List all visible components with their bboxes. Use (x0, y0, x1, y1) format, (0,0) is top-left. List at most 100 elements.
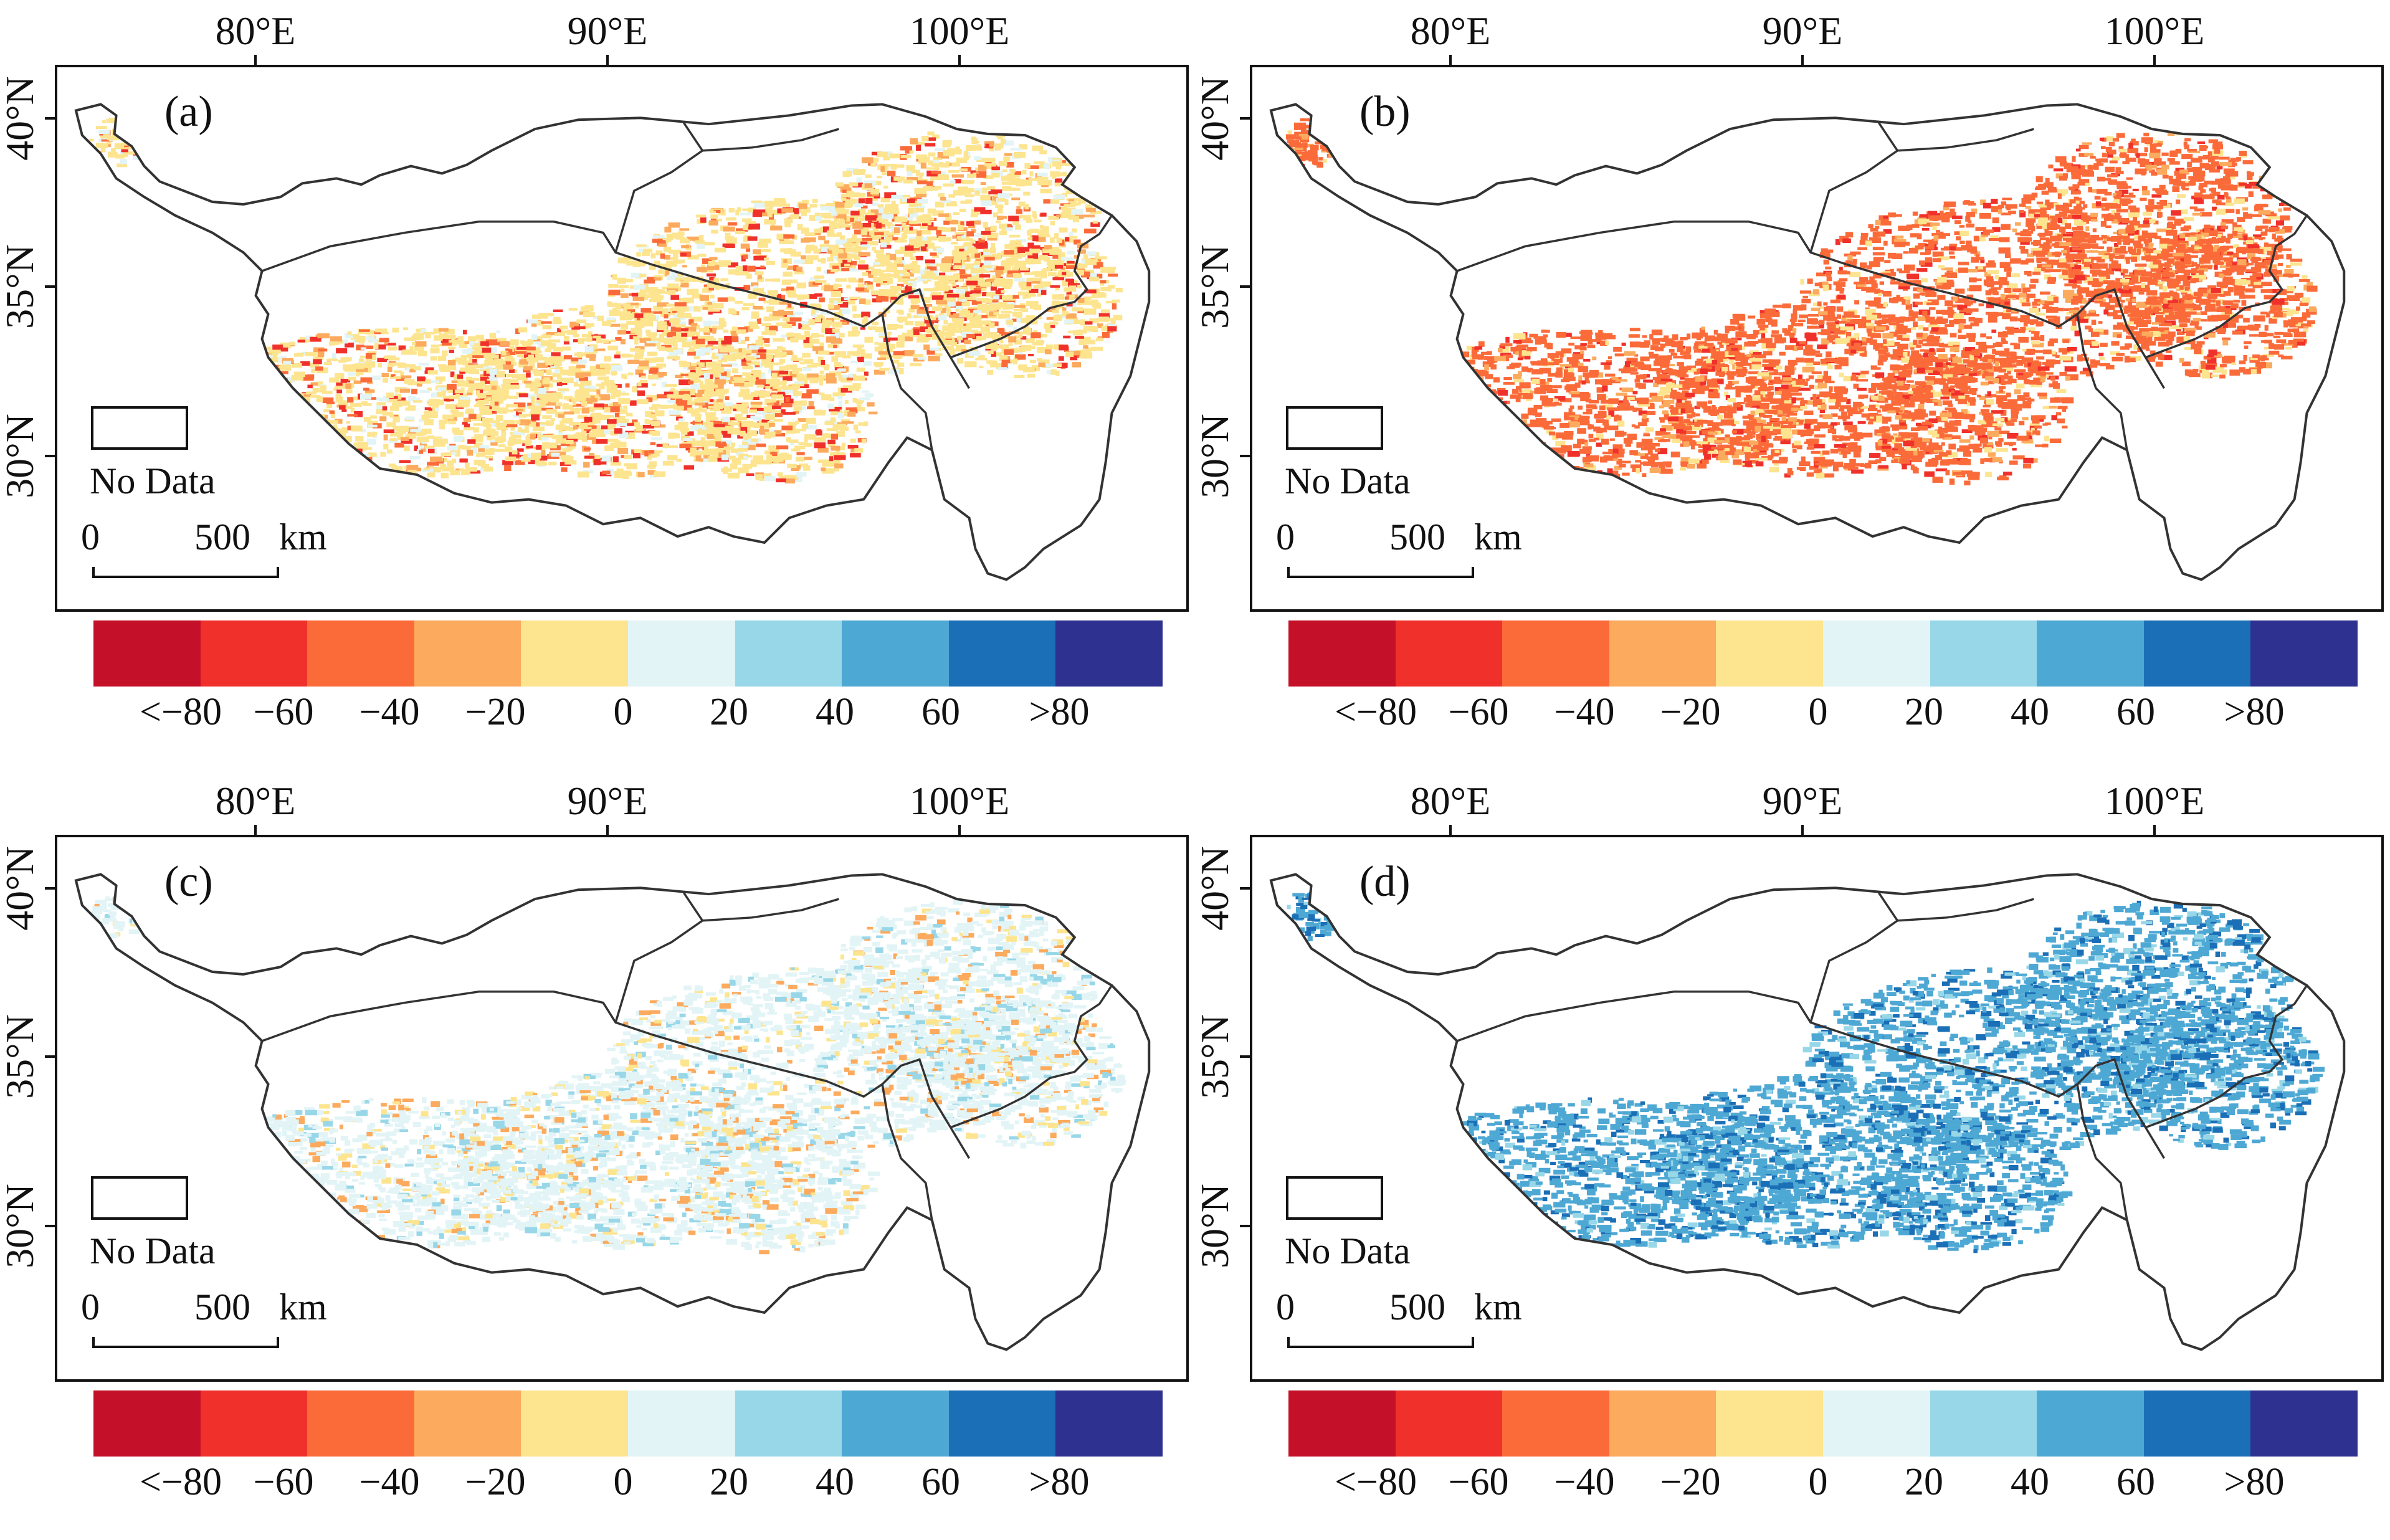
lon-tick-mark (254, 825, 257, 836)
scale-zero-label: 0 (1276, 516, 1295, 558)
colorbar-swatch (948, 620, 1056, 687)
lat-tick-label: 35°N (1193, 1014, 1237, 1099)
colorbar-label: −40 (1554, 691, 1615, 733)
colorbar-swatch (307, 620, 414, 687)
plateau-boundary (1269, 873, 2346, 1351)
colorbar-swatch (1502, 620, 1609, 687)
lat-tick-mark (45, 887, 56, 890)
lat-tick-label: 40°N (1193, 76, 1237, 161)
map-panel-c: 80°E 90°E 100°E 40°N 35°N 30°N (c) No Data 0 500 k… (0, 770, 1195, 1540)
lon-tick-mark (606, 55, 609, 66)
colorbar-swatch (2143, 1390, 2251, 1457)
scale-500-label: 500 (194, 1286, 250, 1328)
lat-tick-mark (45, 455, 56, 457)
map-frame (55, 65, 1189, 612)
province-boundary (2076, 984, 2308, 1220)
no-data-label: No Data (1285, 460, 1411, 501)
colorbar-swatch (1055, 1390, 1163, 1457)
colorbar-label: 60 (2116, 1461, 2155, 1503)
no-data-swatch (1286, 406, 1383, 450)
panel-label: (d) (1359, 858, 1411, 906)
map-panel-d: 80°E 90°E 100°E 40°N 35°N 30°N (d) No Data 0 500 k… (1193, 770, 2390, 1540)
colorbar (93, 620, 1163, 687)
province-boundary (881, 214, 1113, 450)
province-boundary (881, 984, 1113, 1220)
lat-tick-label: 35°N (0, 1014, 42, 1099)
colorbar-swatch (2037, 620, 2144, 687)
panel-label: (b) (1359, 88, 1411, 136)
province-boundary (1456, 220, 2166, 389)
scale-unit-label: km (1474, 516, 1522, 558)
map-panel-b: 80°E 90°E 100°E 40°N 35°N 30°N (b) No Data 0 500 k… (1193, 0, 2390, 770)
lat-tick-mark (1240, 1055, 1251, 1058)
colorbar-swatch (1395, 620, 1503, 687)
lon-tick-label: 80°E (215, 9, 296, 53)
colorbar-label: −20 (1660, 1461, 1721, 1503)
colorbar-swatch (735, 620, 842, 687)
lat-tick-label: 35°N (0, 244, 42, 329)
province-boundary (261, 220, 971, 389)
lat-tick-mark (1240, 1225, 1251, 1227)
colorbar-label: >80 (2224, 1461, 2285, 1503)
colorbar-swatch (948, 1390, 1056, 1457)
map-canvas (74, 103, 1151, 581)
colorbar-label: 60 (921, 691, 960, 733)
lon-tick-label: 100°E (2104, 779, 2205, 823)
colorbar-swatch (1716, 620, 1823, 687)
lat-tick-mark (45, 1225, 56, 1227)
province-boundary (261, 990, 971, 1159)
colorbar-swatch (1822, 620, 1930, 687)
lon-tick-label: 90°E (567, 779, 648, 823)
no-data-label: No Data (90, 460, 216, 501)
lon-tick-label: 90°E (1762, 779, 1843, 823)
colorbar-swatch (842, 1390, 949, 1457)
colorbar-swatch (1609, 620, 1716, 687)
colorbar-label: 0 (613, 691, 633, 733)
colorbar-swatch (735, 1390, 842, 1457)
map-canvas (74, 873, 1151, 1351)
lon-tick-mark (606, 825, 609, 836)
scale-zero-label: 0 (81, 516, 100, 558)
lat-tick-label: 40°N (0, 846, 42, 931)
province-boundary (2076, 214, 2308, 450)
plateau-boundary (74, 103, 1151, 581)
no-data-label: No Data (90, 1230, 216, 1271)
colorbar-label: −60 (1448, 1461, 1509, 1503)
colorbar-label: <−80 (140, 1461, 222, 1503)
colorbar-label: −20 (465, 1461, 526, 1503)
province-boundary (1809, 122, 2034, 253)
no-data-swatch (91, 406, 188, 450)
colorbar-swatch (627, 1390, 735, 1457)
colorbar-label: >80 (2224, 691, 2285, 733)
scale-zero-label: 0 (1276, 1286, 1295, 1328)
map-frame (1250, 65, 2384, 612)
colorbar-label: −40 (359, 1461, 420, 1503)
lon-tick-label: 100°E (909, 9, 1010, 53)
map-frame (1250, 835, 2384, 1382)
lat-tick-mark (45, 117, 56, 120)
colorbar-swatch (1822, 1390, 1930, 1457)
colorbar-label: −20 (1660, 691, 1721, 733)
lon-tick-label: 90°E (1762, 9, 1843, 53)
raster-data (90, 886, 1126, 1255)
lat-tick-label: 30°N (0, 1184, 42, 1268)
colorbar-label: <−80 (140, 691, 222, 733)
raster-data (1287, 888, 2325, 1253)
panel-label: (c) (164, 858, 213, 906)
colorbar-swatch (93, 1390, 201, 1457)
colorbar-swatch (2143, 620, 2251, 687)
scale-unit-label: km (279, 516, 327, 558)
colorbar-swatch (1609, 1390, 1716, 1457)
scale-500-label: 500 (1389, 516, 1445, 558)
colorbar-swatch (93, 620, 201, 687)
colorbar-label: 0 (1808, 691, 1828, 733)
lat-tick-label: 40°N (0, 76, 42, 161)
lat-tick-label: 30°N (0, 414, 42, 498)
colorbar-swatch (414, 1390, 521, 1457)
province-boundary (1456, 990, 2166, 1159)
colorbar-swatch (627, 620, 735, 687)
lon-tick-label: 80°E (215, 779, 296, 823)
lon-tick-label: 80°E (1410, 9, 1491, 53)
colorbar-label: 40 (2011, 691, 2049, 733)
colorbar-swatch (2250, 1390, 2358, 1457)
